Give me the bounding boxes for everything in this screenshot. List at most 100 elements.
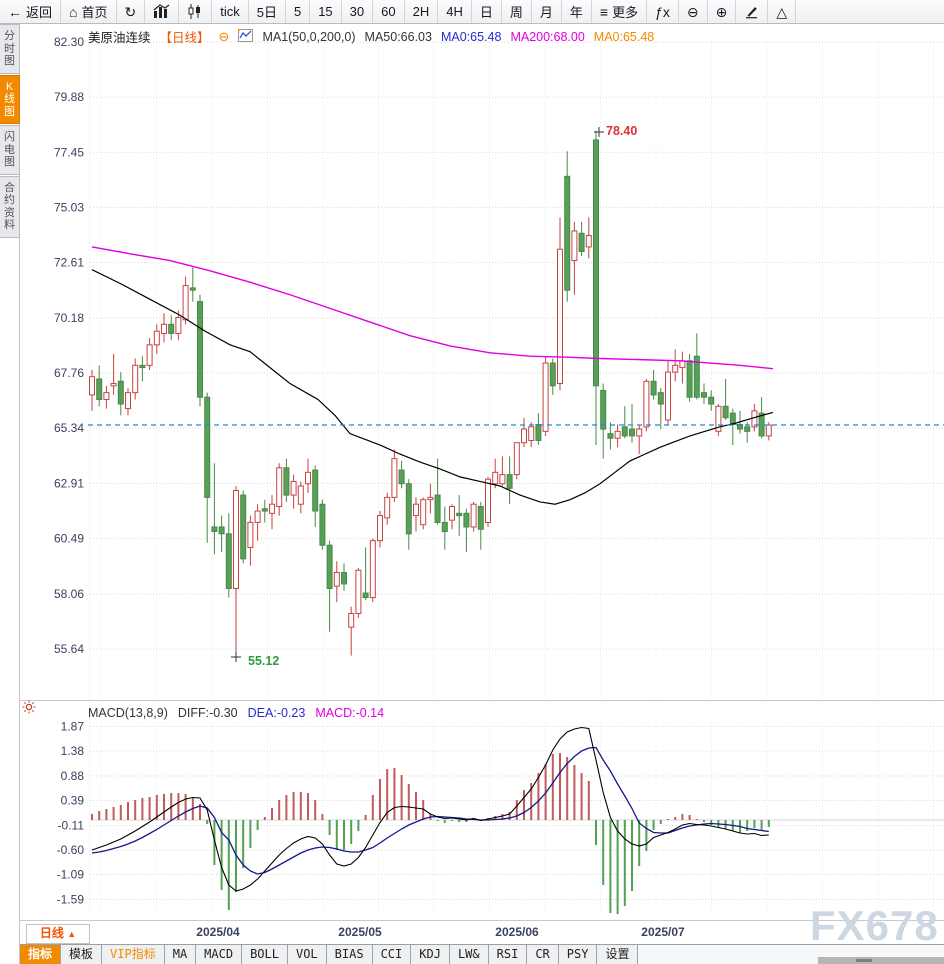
collapse-icon[interactable]: ⊖ — [218, 28, 230, 44]
toolbar-label: 2H — [412, 4, 430, 19]
price-axis-tick: 65.34 — [54, 421, 84, 435]
toolbar-candle-chart-type-button[interactable] — [179, 0, 213, 23]
sidebar-tab-contract-info[interactable]: 合约资料 — [0, 175, 20, 238]
price-and-macd-chart[interactable]: 82.30 79.88 77.45 75.03 72.61 70.18 67.76 65.34… — [20, 24, 944, 920]
toolbar-label: tick — [220, 4, 240, 19]
price-axis-tick: 79.88 — [54, 90, 84, 104]
bar-chart-icon — [153, 4, 170, 19]
sidebar-tab-char: 线 — [4, 93, 15, 105]
sidebar-tab-timeline[interactable]: 分时图 — [0, 24, 20, 74]
toolbar-back-button[interactable]: ← 返回 — [0, 0, 62, 23]
x-axis-label: 2025/04 — [196, 925, 240, 939]
toolbar-label: 返回 — [26, 5, 53, 20]
tab-settings[interactable]: 设置 — [597, 945, 639, 964]
horizontal-scrollbar[interactable] — [818, 957, 944, 964]
tab-psy[interactable]: PSY — [558, 945, 598, 964]
toolbar-period-4h-button[interactable]: 4H — [438, 0, 472, 23]
sidebar-tab-char: 约 — [4, 194, 15, 206]
tab-indicator[interactable]: 指标 — [20, 945, 62, 964]
x-axis-label: 2025/05 — [338, 925, 382, 939]
scrollbar-nub[interactable] — [856, 959, 872, 962]
toolbar-label: 30 — [349, 4, 365, 19]
chevron-up-icon: ▲ — [67, 929, 77, 939]
sidebar-tab-char: 电 — [4, 143, 15, 156]
tab-cr[interactable]: CR — [527, 945, 559, 964]
sidebar-tab-char: 图 — [4, 105, 15, 118]
ma50-line — [91, 269, 774, 505]
sidebar-tab-lightning[interactable]: 闪电图 — [0, 125, 20, 175]
toolbar-label: 更多 — [612, 5, 639, 20]
tab-lw[interactable]: LW& — [449, 945, 489, 964]
sidebar-tab-char: 闪 — [4, 131, 15, 143]
top-toolbar: ← 返回 ⌂ 首页 ↻ tick 5日 5 15 30 60 2H 4H 日 周 月 年 ≡ 更多 ƒx ⊖ ⊕ △ — [0, 0, 944, 24]
toolbar-period-week-button[interactable]: 周 — [502, 0, 532, 23]
toolbar-period-60m-button[interactable]: 60 — [373, 0, 405, 23]
zoom-in-icon: ⊕ — [715, 3, 728, 20]
toolbar-home-button[interactable]: ⌂ 首页 — [61, 0, 117, 23]
indicator-settings-sun-icon[interactable] — [22, 700, 36, 719]
price-axis-tick: 82.30 — [54, 35, 84, 49]
macd-axis-tick: 1.38 — [61, 744, 85, 758]
x-axis-label: 2025/06 — [495, 925, 539, 939]
candles — [89, 130, 772, 661]
price-axis-tick: 58.06 — [54, 587, 84, 601]
tab-ma[interactable]: MA — [164, 945, 197, 964]
tab-vip-indicator[interactable]: VIP指标 — [102, 945, 165, 964]
macd-diff-line — [91, 726, 769, 892]
toolbar-draw-pencil-button[interactable] — [736, 0, 769, 23]
macd-axis-tick: -0.11 — [58, 819, 85, 833]
toolbar-more-button[interactable]: ≡ 更多 — [592, 0, 648, 23]
tab-vol[interactable]: VOL — [287, 945, 327, 964]
toolbar-label: 日 — [479, 5, 493, 20]
macd-axis-tick: 0.39 — [61, 794, 85, 808]
macd-axis-tick: -1.59 — [57, 893, 85, 907]
home-icon: ⌂ — [69, 3, 78, 20]
tab-kdj[interactable]: KDJ — [411, 945, 450, 964]
kline-header: 美原油连续 【日线】 ⊖ MA1(50,0,200,0) MA50:66.03 … — [88, 27, 654, 46]
toolbar-period-5d-button[interactable]: 5日 — [249, 0, 286, 23]
toolbar-label: 周 — [509, 5, 523, 20]
toolbar-period-5m-button[interactable]: 5 — [286, 0, 311, 23]
tab-template[interactable]: 模板 — [61, 945, 103, 964]
price-axis-tick: 70.18 — [54, 311, 84, 325]
toolbar-zoom-out-button[interactable]: ⊖ — [679, 0, 708, 23]
mini-chart-icon[interactable] — [238, 28, 254, 45]
tab-boll[interactable]: BOLL — [242, 945, 288, 964]
sidebar-tab-char: 分 — [4, 30, 15, 42]
macd-dea-value: DEA:-0.23 — [247, 706, 306, 720]
tab-macd[interactable]: MACD — [196, 945, 243, 964]
period-tag: 【日线】 — [159, 31, 210, 45]
toolbar-period-year-button[interactable]: 年 — [562, 0, 592, 23]
toolbar-indicator-fx-button[interactable]: ƒx — [647, 0, 679, 23]
toolbar-label: 首页 — [81, 5, 108, 20]
tab-bias[interactable]: BIAS — [326, 945, 373, 964]
period-dropdown[interactable]: 日线 ▲ — [26, 924, 90, 944]
toolbar-label: 5 — [293, 4, 302, 19]
low-price-annotation: 55.12 — [248, 654, 279, 668]
toolbar-period-tick-button[interactable]: tick — [212, 0, 249, 23]
toolbar-draw-shape-button[interactable]: △ — [768, 0, 797, 23]
menu-icon: ≡ — [599, 3, 609, 20]
toolbar-period-30m-button[interactable]: 30 — [342, 0, 374, 23]
sidebar-tab-char: 图 — [4, 156, 15, 168]
toolbar-refresh-button[interactable]: ↻ — [117, 0, 146, 23]
toolbar-period-day-button[interactable]: 日 — [472, 0, 502, 23]
tab-cci[interactable]: CCI — [372, 945, 412, 964]
tab-rsi[interactable]: RSI — [488, 945, 528, 964]
ma-settings-label: MA1(50,0,200,0) — [262, 29, 356, 44]
toolbar-zoom-in-button[interactable]: ⊕ — [708, 0, 737, 23]
sidebar-tab-char: 图 — [4, 55, 15, 67]
toolbar-period-month-button[interactable]: 月 — [532, 0, 562, 23]
macd-dea-line — [91, 746, 769, 875]
price-axis-tick: 55.64 — [54, 642, 84, 656]
toolbar-period-15m-button[interactable]: 15 — [310, 0, 342, 23]
toolbar-label: 4H — [446, 4, 463, 19]
price-axis-tick: 75.03 — [54, 201, 84, 215]
toolbar-bar-chart-type-button[interactable] — [145, 0, 180, 23]
price-axis-tick: 67.76 — [54, 366, 84, 380]
ma0-blue-value: MA0:65.48 — [440, 29, 502, 44]
macd-histogram — [91, 753, 770, 914]
toolbar-period-2h-button[interactable]: 2H — [405, 0, 439, 23]
